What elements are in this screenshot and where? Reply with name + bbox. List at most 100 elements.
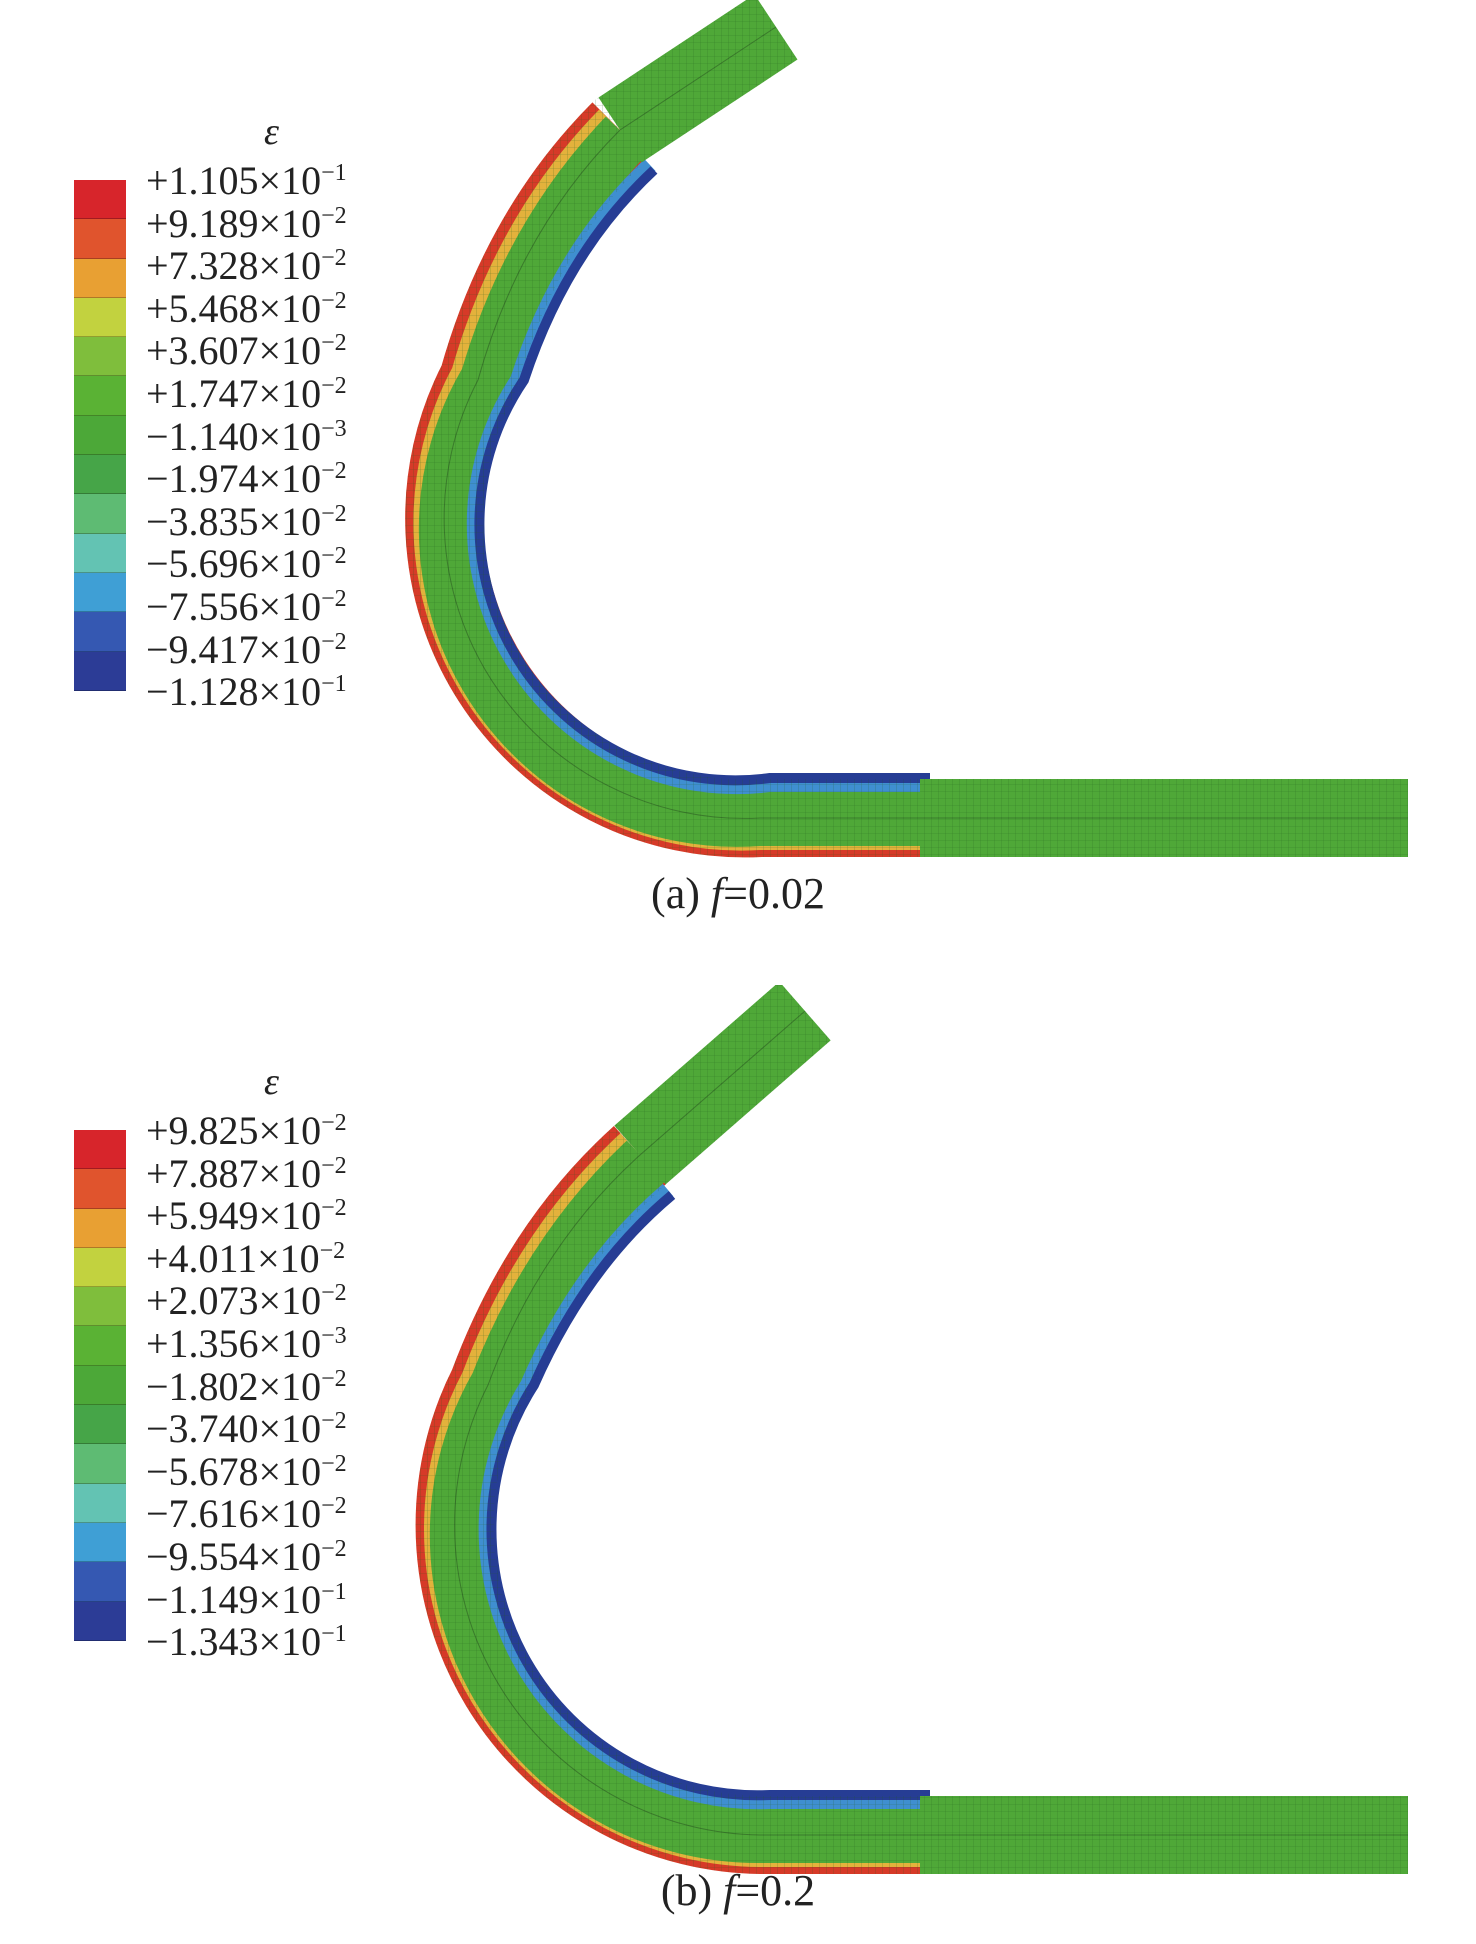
colorbar-label-exponent: −2	[321, 1450, 347, 1477]
pipe-centerline	[443, 26, 1408, 819]
caption-value: =0.2	[735, 1866, 816, 1915]
colorbar-label-exponent: −2	[321, 500, 347, 527]
colorbar-label-exponent: −2	[321, 585, 347, 612]
colorbar-label: +5.949×10−2	[146, 1193, 347, 1239]
colorbar-label-exponent: −2	[321, 1195, 347, 1222]
colorbar-swatch	[74, 1483, 126, 1523]
colorbar-label-exponent: −3	[321, 1322, 347, 1349]
colorbar-label: +9.189×10−2	[146, 200, 347, 246]
colorbar-label-mantissa: +7.887×10	[146, 1150, 322, 1196]
colorbar-swatch	[74, 297, 126, 338]
colorbar-label: −7.556×10−2	[146, 585, 347, 629]
colorbar-label: +9.825×10−2	[146, 1108, 347, 1153]
caption-value: =0.02	[723, 869, 825, 918]
colorbar-swatch	[74, 1326, 126, 1366]
colorbar-swatch	[74, 258, 126, 298]
colorbar-label-mantissa: +9.825×10	[146, 1108, 322, 1153]
colorbar-swatch	[74, 455, 126, 495]
colorbar-swatch	[74, 1208, 126, 1248]
colorbar-label-mantissa: +5.468×10	[146, 285, 322, 331]
colorbar-label: +5.468×10−2	[146, 285, 347, 331]
figure-panel-a: ε +1.105×10−1 +9.189×10−2 +7.328×10−2 +5.46…	[0, 0, 1476, 940]
colorbar-label-exponent: −3	[321, 415, 347, 442]
colorbar-swatch	[74, 533, 126, 573]
colorbar-label-exponent: −1	[321, 1621, 347, 1648]
colorbar-label-mantissa: −3.740×10	[146, 1406, 322, 1452]
legend-symbol: ε	[264, 1061, 279, 1103]
colorbar-label: −3.740×10−2	[146, 1406, 347, 1452]
colorbar-swatch	[74, 1247, 126, 1288]
legend-symbol: ε	[264, 111, 279, 153]
caption-prefix: (a)	[651, 869, 711, 918]
colorbar-label-mantissa: −3.835×10	[146, 498, 322, 544]
colorbar-label-exponent: −2	[321, 1365, 347, 1392]
colorbar-swatch	[74, 1405, 126, 1445]
colorbar-swatch	[74, 612, 126, 652]
caption-variable: f	[723, 1866, 736, 1915]
colorbar-label-mantissa: +2.073×10	[146, 1278, 322, 1324]
colorbar-label-mantissa: −1.974×10	[146, 456, 322, 502]
colorbar-label-exponent: −2	[321, 330, 347, 357]
colorbar-label: −1.149×10−1	[146, 1578, 347, 1622]
colorbar-swatch	[74, 1522, 126, 1563]
caption-prefix: (b)	[660, 1866, 724, 1915]
colorbar-label-mantissa: +9.189×10	[146, 200, 322, 246]
colorbar-label: −3.835×10−2	[146, 498, 347, 544]
colorbar-label: −1.343×10−1	[146, 1619, 347, 1665]
caption-b: (b) f=0.2	[0, 1865, 1476, 1916]
colorbar-label-mantissa: −9.554×10	[146, 1533, 322, 1579]
colorbar-label-exponent: −2	[321, 628, 347, 655]
colorbar-label-exponent: −1	[321, 160, 347, 186]
colorbar-label-mantissa: −1.140×10	[146, 413, 322, 459]
colorbar-swatch	[74, 376, 126, 416]
colorbar-label-exponent: −1	[321, 1578, 347, 1605]
colorbar-label-exponent: −2	[321, 372, 347, 399]
colorbar-label: −5.678×10−2	[146, 1448, 347, 1494]
colorbar-label-exponent: −2	[321, 1408, 347, 1435]
colorbar-label: −7.616×10−2	[146, 1493, 347, 1536]
colorbar-label-exponent: −2	[321, 543, 347, 570]
colorbar-label-exponent: −2	[321, 202, 347, 229]
pipe-centerline	[454, 1010, 1408, 1836]
colorbar-labels: +1.105×10−1 +9.189×10−2 +7.328×10−2 +5.468×…	[146, 159, 347, 714]
colorbar-swatch	[74, 572, 126, 613]
pipe-mesh-overlay	[405, 0, 1408, 858]
colorbar-label-mantissa: +3.607×10	[146, 328, 322, 374]
bent-pipe-contour-b	[415, 985, 1408, 1874]
colorbar-label-mantissa: +1.747×10	[146, 370, 322, 416]
colorbar-label: +1.105×10−1	[146, 159, 347, 203]
colorbar-swatch	[74, 415, 126, 456]
colorbar-label-mantissa: +4.011×10	[146, 1235, 320, 1281]
colorbar-label-exponent: −2	[321, 1493, 347, 1520]
colorbar-label: −1.974×10−2	[146, 456, 347, 502]
colorbar-label-mantissa: −5.696×10	[146, 541, 322, 587]
colorbar-swatch	[74, 1365, 126, 1406]
colorbar-label-mantissa: −9.417×10	[146, 626, 322, 672]
colorbar-label: +7.887×10−2	[146, 1150, 347, 1196]
colorbar-swatch	[74, 1287, 126, 1327]
colorbar-swatch	[74, 494, 126, 534]
colorbar-swatch	[74, 1169, 126, 1209]
colorbar-swatch	[74, 1601, 126, 1641]
colorbar-swatch	[74, 1444, 126, 1484]
colorbar-labels: +9.825×10−2 +7.887×10−2 +5.949×10−2 +4.011×…	[146, 1108, 347, 1665]
colorbar-label-mantissa: +1.356×10	[146, 1320, 322, 1366]
figure-panel-b: ε +9.825×10−2 +7.887×10−2 +5.949×10−2 +4.01…	[0, 985, 1476, 1925]
colorbar-label-exponent: −2	[319, 1237, 346, 1264]
colorbar-label: −9.554×10−2	[146, 1533, 347, 1579]
colorbar-label-exponent: −2	[321, 245, 347, 272]
colorbar-label-exponent: −2	[321, 1280, 347, 1307]
colorbar-label-mantissa: −5.678×10	[146, 1448, 322, 1494]
colorbar-label: −5.696×10−2	[146, 543, 347, 586]
colorbar-swatches	[74, 180, 126, 691]
colorbar-label: +1.356×10−3	[146, 1320, 347, 1366]
colorbar-label-mantissa: −1.343×10	[146, 1619, 322, 1665]
colorbar-label: +4.011×10−2	[146, 1235, 347, 1281]
colorbar-label-exponent: −2	[321, 1152, 347, 1179]
colorbar-swatch	[74, 180, 126, 220]
colorbar-label-mantissa: +5.949×10	[146, 1193, 322, 1239]
colorbar-swatches	[74, 1130, 126, 1641]
caption-a: (a) f=0.02	[0, 868, 1476, 919]
colorbar-swatch	[74, 1562, 126, 1602]
colorbar-label: −1.140×10−3	[146, 413, 347, 459]
